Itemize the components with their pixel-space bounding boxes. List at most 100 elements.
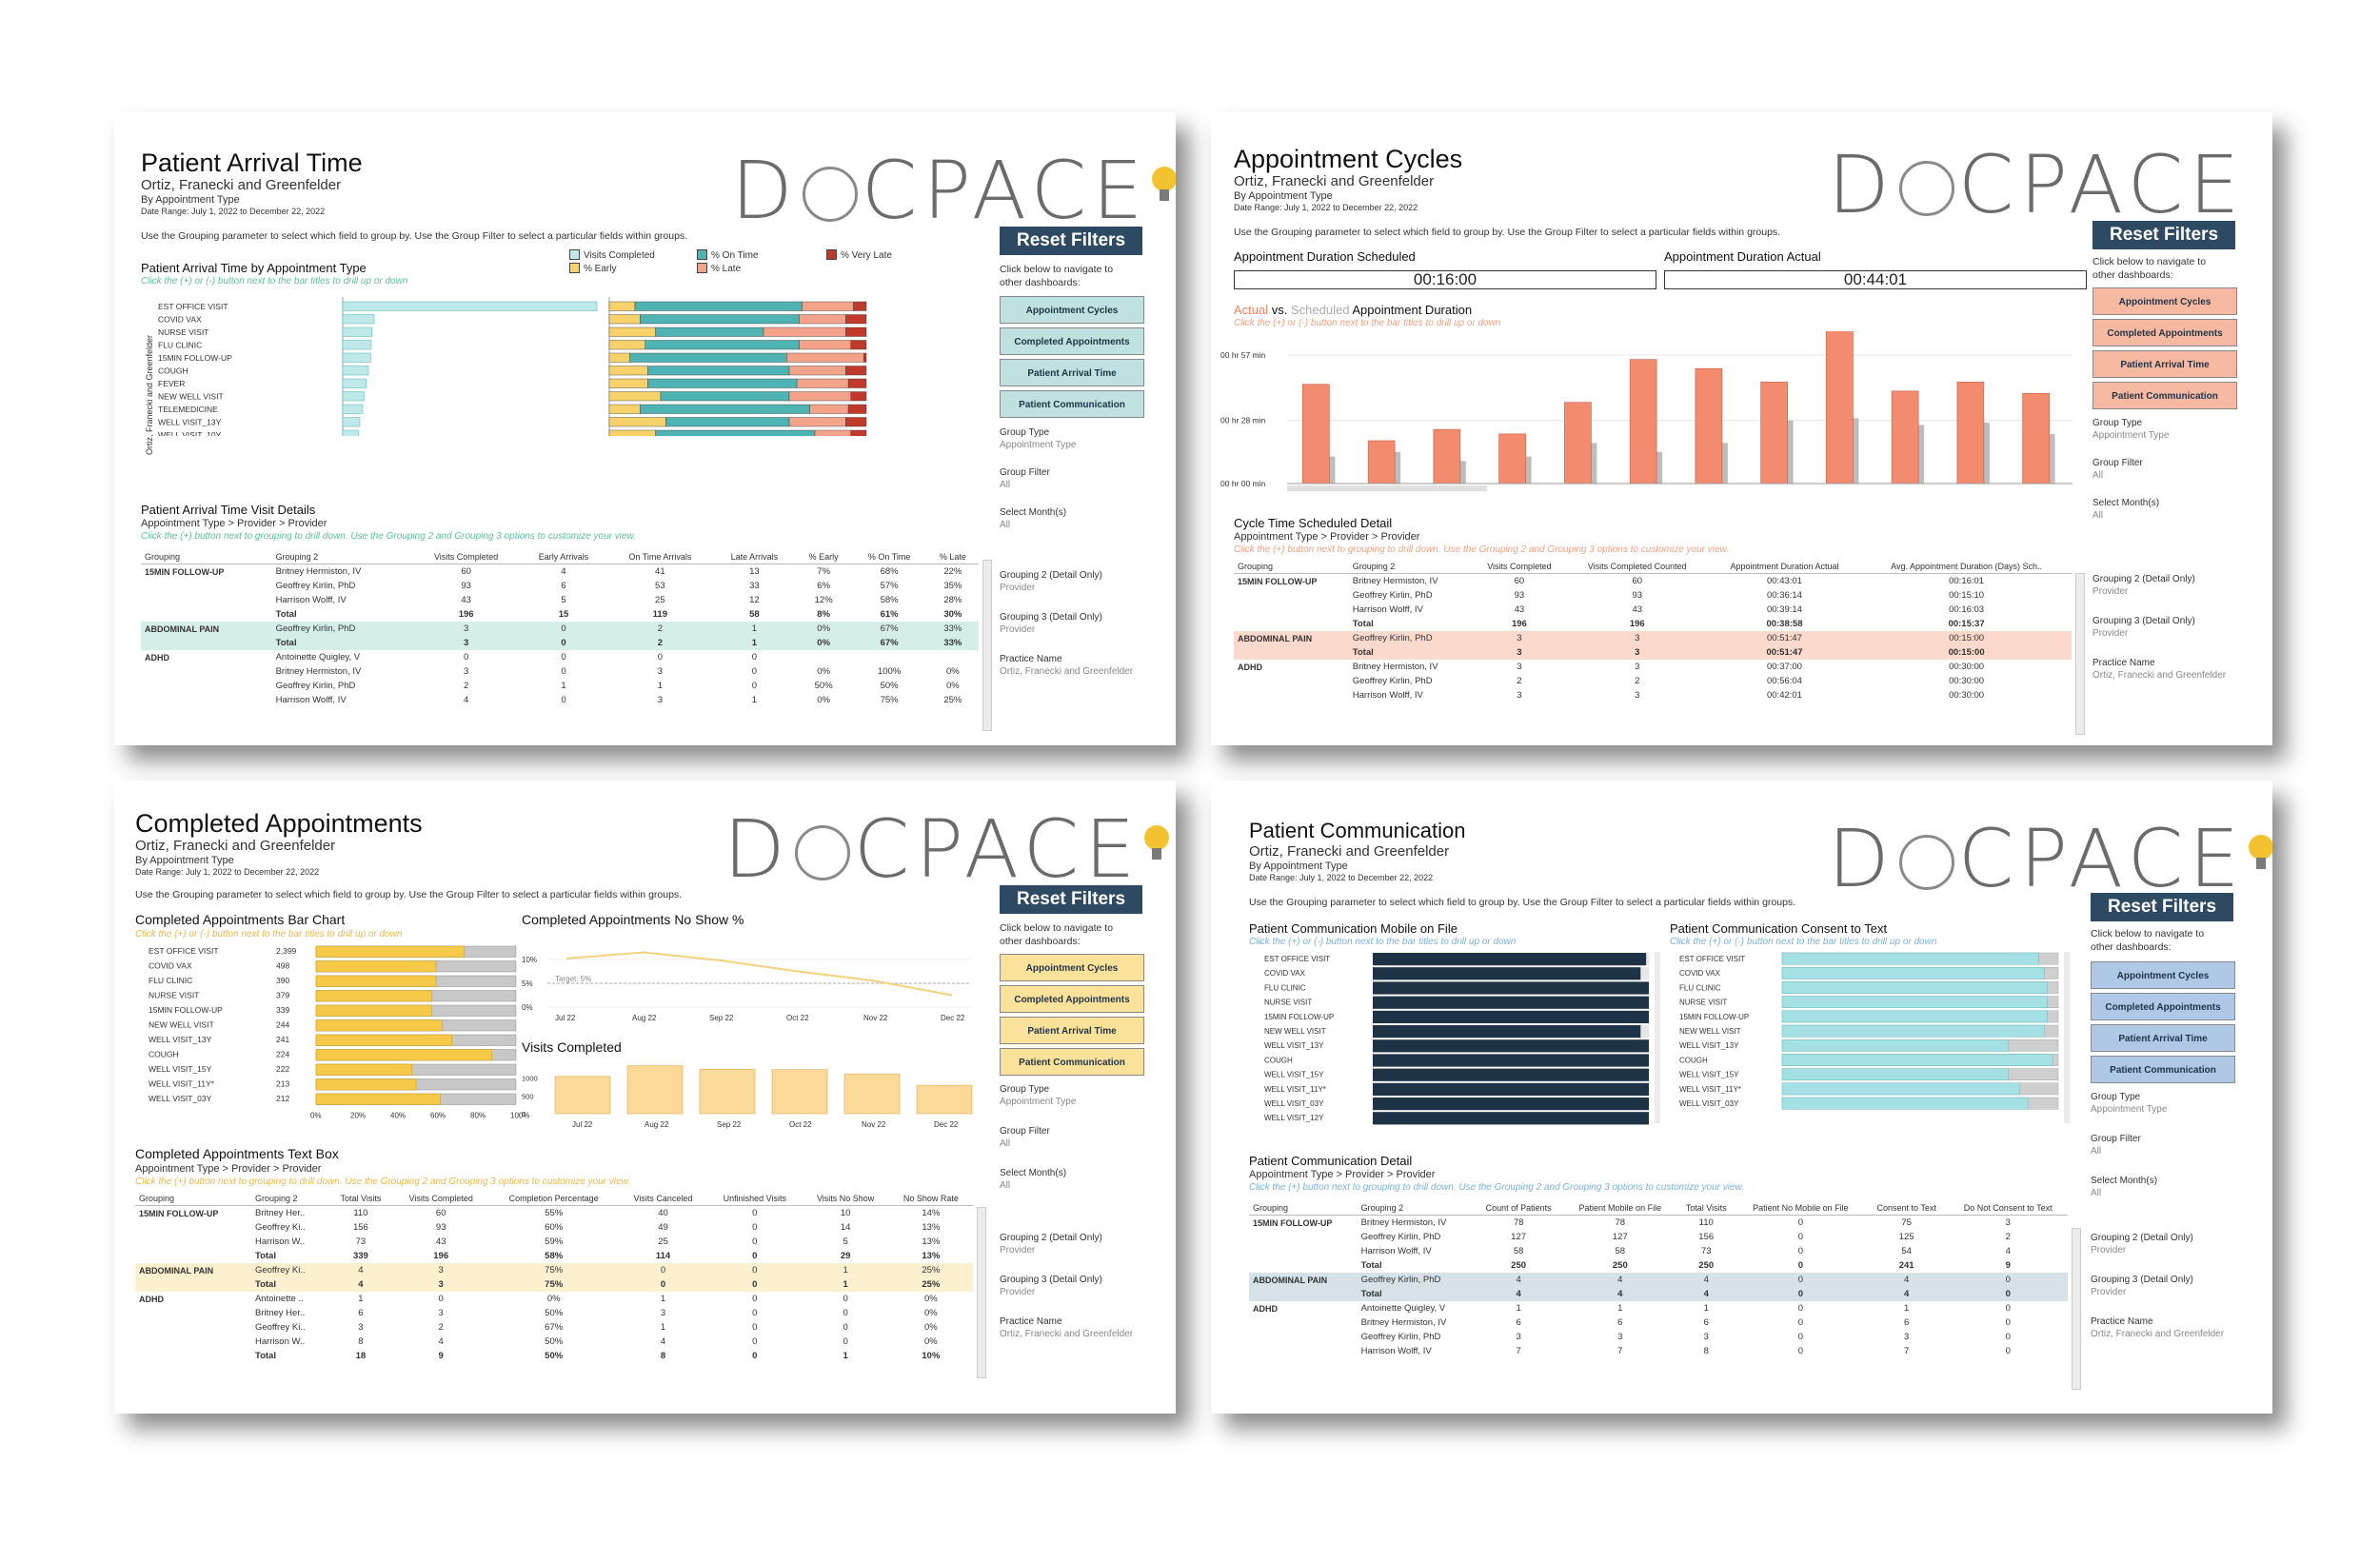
param-grouping3[interactable]: Grouping 3 (Detail Only) Provider: [1000, 612, 1102, 635]
param-group-type[interactable]: Group Type Appointment Type: [2092, 418, 2170, 441]
column-header[interactable]: Visits Completed: [411, 550, 521, 564]
column-header[interactable]: On Time Arrivals: [606, 550, 714, 564]
table-scrollbar[interactable]: [2075, 573, 2085, 735]
column-header[interactable]: Avg. Appointment Duration (Days) Sch..: [1861, 560, 2072, 574]
param-grouping2[interactable]: Grouping 2 (Detail Only) Provider: [2091, 1233, 2193, 1256]
column-header[interactable]: Visits Completed: [1472, 560, 1567, 574]
param-select-month[interactable]: Select Month(s) All: [2092, 498, 2160, 521]
reset-filters-button[interactable]: Reset Filters: [1000, 227, 1142, 255]
param-select-month[interactable]: Select Month(s) All: [1000, 1168, 1067, 1191]
nav-patient-communication[interactable]: Patient Communication: [1000, 1048, 1144, 1076]
distribution-segment: [850, 340, 867, 350]
column-header[interactable]: Grouping: [135, 1192, 251, 1206]
param-grouping2[interactable]: Grouping 2 (Detail Only) Provider: [1000, 570, 1102, 593]
column-header[interactable]: Visits Completed Counted: [1566, 560, 1708, 574]
param-select-month[interactable]: Select Month(s) All: [2091, 1176, 2158, 1198]
column-header[interactable]: No Show Rate: [888, 1192, 973, 1206]
param-select-month[interactable]: Select Month(s) All: [1000, 507, 1067, 530]
chart-scrollbar: [1287, 485, 1487, 491]
column-header[interactable]: Grouping 2: [1348, 560, 1473, 574]
table-scrollbar[interactable]: [977, 1207, 986, 1378]
column-header[interactable]: Grouping: [141, 550, 272, 564]
column-header[interactable]: Do Not Consent to Text: [1948, 1201, 2068, 1216]
column-header[interactable]: % On Time: [851, 550, 927, 564]
nav-patient-communication[interactable]: Patient Communication: [2091, 1056, 2235, 1083]
table-cell: [141, 664, 272, 679]
param-group-filter[interactable]: Group Filter All: [1000, 467, 1050, 490]
table-cell: [927, 650, 979, 664]
column-header[interactable]: % Early: [795, 550, 852, 564]
distribution-segment: [634, 301, 803, 311]
param-practice-name[interactable]: Practice Name Ortiz, Franecki and Greenfe…: [1000, 654, 1134, 677]
nav-appointment-cycles[interactable]: Appointment Cycles: [2091, 961, 2235, 989]
consent-bar: [1781, 952, 2039, 965]
reset-filters-button[interactable]: Reset Filters: [1000, 885, 1142, 914]
completed-bar: [315, 1049, 493, 1061]
table-scrollbar[interactable]: [982, 560, 992, 731]
value-label: 213: [276, 1079, 289, 1089]
column-header[interactable]: Total Visits: [327, 1192, 393, 1206]
nav-patient-arrival-time[interactable]: Patient Arrival Time: [1000, 359, 1144, 386]
communication-chart: EST OFFICE VISIT COVID VAX FLU CLINIC NURSE…: [1264, 952, 2070, 1125]
param-group-filter[interactable]: Group Filter All: [2091, 1134, 2141, 1157]
table-cell: 5: [843, 1236, 848, 1247]
column-header[interactable]: Grouping 2: [271, 550, 412, 564]
param-group-type[interactable]: Group Type Appointment Type: [1000, 427, 1077, 450]
column-header[interactable]: Total Visits: [1676, 1201, 1736, 1216]
reset-filters-button[interactable]: Reset Filters: [2091, 893, 2233, 921]
nav-appointment-cycles[interactable]: Appointment Cycles: [1000, 954, 1144, 981]
date-range: Date Range: July 1, 2022 to December 22,…: [1249, 873, 1434, 882]
completed-bar: [315, 1019, 443, 1032]
nav-completed-appointments[interactable]: Completed Appointments: [1000, 327, 1144, 355]
table-cell: 196: [458, 609, 474, 620]
param-practice-name[interactable]: Practice Name Ortiz, Franecki and Greenfe…: [2092, 658, 2227, 681]
column-header[interactable]: Grouping: [1234, 560, 1349, 574]
column-header[interactable]: Visits No Show: [802, 1192, 889, 1206]
nav-appointment-cycles[interactable]: Appointment Cycles: [2092, 287, 2237, 315]
lightbulb-icon: [2249, 835, 2272, 869]
column-header[interactable]: % Late: [926, 550, 979, 564]
nav-patient-arrival-time[interactable]: Patient Arrival Time: [1000, 1017, 1144, 1044]
table-cell: 0: [1797, 1317, 1804, 1328]
table-cell: 127: [1511, 1232, 1527, 1242]
column-header[interactable]: Early Arrivals: [520, 550, 607, 564]
column-header[interactable]: Appointment Duration Actual: [1707, 560, 1862, 574]
column-header[interactable]: Grouping 2: [250, 1192, 328, 1206]
column-header[interactable]: Patient No Mobile on File: [1735, 1201, 1865, 1216]
table-row: Harrison Wolff, IV 43 43 00:39:14 00:16:03: [1234, 603, 2072, 617]
nav-patient-arrival-time[interactable]: Patient Arrival Time: [2092, 350, 2237, 378]
table-cell: Total: [1360, 1260, 1382, 1271]
param-grouping2[interactable]: Grouping 2 (Detail Only) Provider: [1000, 1233, 1102, 1256]
column-header[interactable]: Grouping 2: [1357, 1201, 1474, 1216]
column-header[interactable]: Grouping: [1249, 1201, 1358, 1216]
nav-patient-communication[interactable]: Patient Communication: [2092, 382, 2237, 409]
param-practice-name[interactable]: Practice Name Ortiz, Franecki and Greenfe…: [1000, 1316, 1134, 1339]
duration-scheduled-label: Appointment Duration Scheduled: [1234, 249, 1416, 264]
nav-completed-appointments[interactable]: Completed Appointments: [2092, 319, 2237, 346]
nav-patient-arrival-time[interactable]: Patient Arrival Time: [2091, 1024, 2235, 1052]
column-header[interactable]: Visits Canceled: [618, 1192, 708, 1206]
param-group-type[interactable]: Group Type Appointment Type: [2091, 1092, 2168, 1115]
nav-appointment-cycles[interactable]: Appointment Cycles: [1000, 296, 1144, 324]
column-header[interactable]: Completion Percentage: [488, 1192, 619, 1206]
nav-patient-communication[interactable]: Patient Communication: [1000, 390, 1144, 418]
param-grouping3[interactable]: Grouping 3 (Detail Only) Provider: [2091, 1275, 2193, 1297]
reset-filters-button[interactable]: Reset Filters: [2092, 221, 2235, 249]
column-header[interactable]: Count of Patients: [1473, 1201, 1565, 1216]
column-header[interactable]: Visits Completed: [392, 1192, 489, 1206]
param-grouping3[interactable]: Grouping 3 (Detail Only) Provider: [1000, 1275, 1102, 1297]
param-grouping3[interactable]: Grouping 3 (Detail Only) Provider: [2092, 616, 2195, 639]
table-cell: Total: [1352, 647, 1374, 658]
column-header[interactable]: Unfinished Visits: [707, 1192, 803, 1206]
column-header[interactable]: Late Arrivals: [713, 550, 796, 564]
column-header[interactable]: Patient Mobile on File: [1564, 1201, 1676, 1216]
param-group-type[interactable]: Group Type Appointment Type: [1000, 1084, 1077, 1107]
nav-completed-appointments[interactable]: Completed Appointments: [2091, 993, 2235, 1020]
nav-completed-appointments[interactable]: Completed Appointments: [1000, 985, 1144, 1013]
table-scrollbar[interactable]: [2072, 1228, 2081, 1390]
param-group-filter[interactable]: Group Filter All: [1000, 1126, 1050, 1149]
column-header[interactable]: Consent to Text: [1864, 1201, 1949, 1216]
param-grouping2[interactable]: Grouping 2 (Detail Only) Provider: [2092, 574, 2195, 597]
param-group-filter[interactable]: Group Filter All: [2092, 458, 2143, 481]
param-practice-name[interactable]: Practice Name Ortiz, Franecki and Greenfe…: [2091, 1316, 2225, 1339]
